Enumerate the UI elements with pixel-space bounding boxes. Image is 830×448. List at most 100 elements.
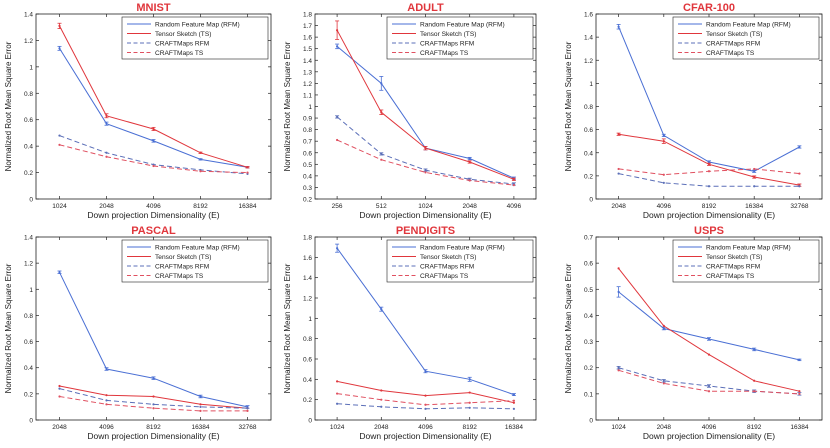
y-tick-label: 1.4 (303, 58, 312, 65)
x-tick-label: 2048 (99, 203, 114, 210)
legend-label-rfm: Random Feature Map (RFM) (706, 22, 791, 29)
y-axis-ticks: 0 0.1 0.2 0.3 0.4 0.5 0.6 0.7 (584, 235, 822, 425)
y-tick-label: 0.5 (303, 162, 312, 169)
y-tick-label: 0.1 (584, 391, 593, 398)
series-craft-rfm (617, 172, 801, 188)
legend: Random Feature Map (RFM) Tensor Sketch (T… (386, 16, 534, 60)
y-tick-label: 1.8 (303, 235, 312, 242)
y-axis-ticks: 0 0.2 0.4 0.6 0.8 1 1.2 1.4 1.6 (584, 12, 822, 204)
chart-title: PASCAL (131, 225, 176, 237)
y-tick-label: 1.6 (303, 255, 312, 262)
data-point (753, 185, 756, 188)
y-tick-label: 0.8 (303, 336, 312, 343)
series-ts (336, 380, 516, 404)
y-tick-label: 1 (308, 316, 312, 323)
data-point (512, 407, 516, 410)
legend-label-craft-rfm: CRAFTMaps RFM (706, 41, 760, 48)
y-tick-label: 1.3 (303, 69, 312, 76)
chart-panel-pendigits: PENDIGITS 0 0.2 0.4 0.6 0.8 1 1.2 1.4 1.6 1.8 1024 2… (283, 225, 537, 441)
data-point (58, 395, 61, 398)
y-axis-ticks: 0 0.2 0.4 0.6 0.8 1 1.2 1.4 1.6 1.8 (303, 235, 536, 425)
legend-label-craft-ts: CRAFTMaps TS (155, 50, 204, 57)
y-tick-label: 0 (308, 418, 312, 425)
x-tick-label: 4096 (146, 203, 161, 210)
series-rfm (616, 286, 802, 362)
series-craft-ts (617, 369, 801, 395)
data-point (246, 171, 249, 174)
data-point (105, 403, 108, 406)
y-tick-label: 0 (29, 197, 33, 204)
x-tick-label: 1024 (611, 424, 626, 431)
legend-label-ts: Tensor Sketch (TS) (420, 254, 476, 261)
y-tick-label: 1.4 (303, 275, 312, 282)
data-point (105, 399, 108, 402)
y-tick-label: 0.6 (584, 261, 593, 268)
data-point (336, 402, 339, 405)
y-tick-label: 0.4 (303, 173, 312, 180)
data-point (617, 267, 620, 270)
y-tick-label: 1.2 (24, 261, 33, 268)
y-axis-ticks: 0 0.2 0.4 0.6 0.8 1 1.2 1.4 (24, 235, 271, 425)
y-tick-label: 0.2 (303, 397, 312, 404)
y-tick-label: 0.6 (24, 117, 33, 124)
x-tick-label: 32768 (790, 203, 808, 210)
y-tick-label: 1.4 (24, 235, 33, 242)
legend-label-craft-rfm: CRAFTMaps RFM (420, 41, 474, 48)
x-tick-label: 1024 (418, 203, 433, 210)
y-axis-label: Normalized Root Mean Square Error (283, 41, 292, 171)
x-axis-label: Down projection Dimensionality (E) (359, 210, 491, 220)
legend-label-craft-ts: CRAFTMaps TS (706, 273, 755, 280)
y-tick-label: 0.2 (24, 170, 33, 177)
data-point (662, 181, 665, 184)
x-tick-label: 256 (332, 203, 343, 210)
data-point (662, 173, 665, 176)
data-point (424, 407, 427, 410)
x-tick-label: 2048 (52, 424, 67, 431)
y-tick-label: 0.3 (584, 339, 593, 346)
x-tick-label: 16384 (238, 203, 256, 210)
data-point (246, 409, 249, 412)
y-tick-label: 0.2 (584, 173, 593, 180)
data-point (468, 401, 471, 404)
chart-title: MNIST (136, 2, 171, 14)
y-tick-label: 1.6 (584, 12, 593, 19)
chart-panel-cfar-100: CFAR-100 0 0.2 0.4 0.6 0.8 1 1.2 1.4 1.6 2048 4096 8… (564, 2, 823, 220)
data-point (468, 406, 471, 409)
data-point (468, 391, 471, 394)
x-axis-label: Down projection Dimensionality (E) (87, 431, 219, 441)
legend: Random Feature Map (RFM) Tensor Sketch (T… (672, 16, 820, 60)
series-ts (616, 132, 802, 187)
x-axis-ticks: 2048 4096 8192 16384 32768 (611, 14, 809, 210)
y-tick-label: 1 (589, 81, 593, 88)
data-point (707, 353, 711, 356)
data-point (336, 392, 339, 395)
series-craft-ts (58, 395, 249, 412)
x-tick-label: 4096 (507, 203, 522, 210)
x-axis-ticks: 1024 2048 4096 8192 16384 (611, 237, 809, 431)
x-axis-ticks: 256 512 1024 2048 4096 (332, 14, 522, 210)
data-point (798, 390, 801, 393)
y-tick-label: 0 (589, 197, 593, 204)
legend: Random Feature Map (RFM) Tensor Sketch (T… (672, 239, 820, 283)
y-tick-label: 0.2 (584, 365, 593, 372)
chart-panel-usps: USPS 0 0.1 0.2 0.3 0.4 0.5 0.6 0.7 1024 2048 4096 81… (564, 225, 823, 441)
x-axis-label: Down projection Dimensionality (E) (87, 210, 219, 220)
series-craft-ts (336, 392, 516, 406)
y-tick-label: 1.2 (584, 58, 593, 65)
y-tick-label: 0.9 (303, 116, 312, 123)
series-rfm (57, 270, 250, 409)
chart-title: CFAR-100 (683, 2, 735, 14)
legend-label-ts: Tensor Sketch (TS) (706, 31, 762, 38)
data-point (58, 143, 61, 146)
y-axis-ticks: 0 0.2 0.4 0.6 0.8 1 1.2 1.4 (24, 12, 271, 204)
x-tick-label: 8192 (193, 203, 208, 210)
data-point (424, 171, 427, 174)
y-tick-label: 0.8 (24, 313, 33, 320)
y-axis-label: Normalized Root Mean Square Error (283, 263, 292, 393)
data-point (753, 379, 756, 382)
x-tick-label: 4096 (418, 424, 433, 431)
x-axis-ticks: 2048 4096 8192 16384 32768 (52, 237, 257, 431)
x-tick-label: 16384 (790, 424, 808, 431)
